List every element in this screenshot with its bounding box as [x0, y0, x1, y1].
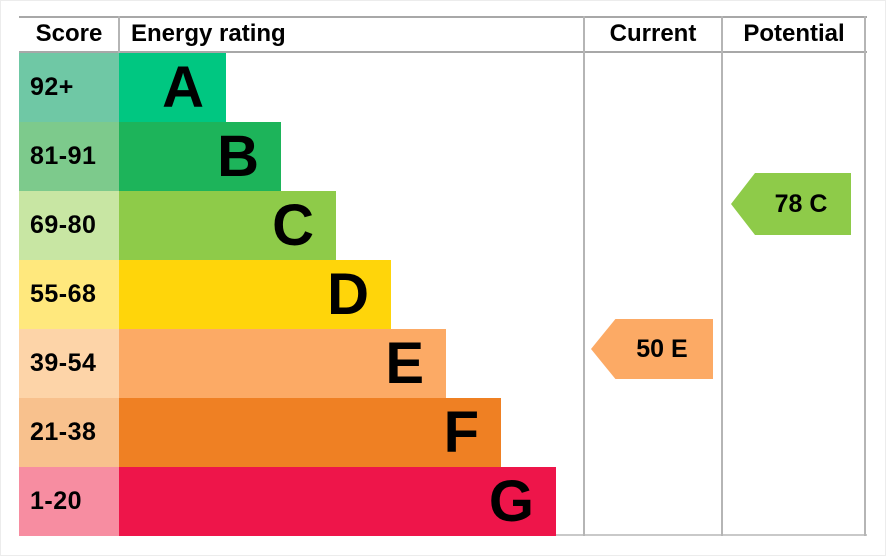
band-score-range-a: 92+	[19, 53, 119, 122]
band-bar-b: B	[119, 122, 281, 191]
band-score-range-c: 69-80	[19, 191, 119, 260]
epc-band-row-e: 39-54 E	[19, 329, 867, 398]
column-header-potential: Potential	[743, 19, 845, 47]
table-top-border	[19, 16, 867, 18]
column-header-energy-rating: Energy rating	[131, 19, 286, 47]
epc-band-row-a: 92+ A	[19, 53, 867, 122]
epc-band-row-f: 21-38 F	[19, 398, 867, 467]
band-bar-d: D	[119, 260, 391, 329]
band-bar-c: C	[119, 191, 336, 260]
current-rating-arrow: 50 E	[591, 319, 713, 379]
band-bar-a: A	[119, 53, 226, 122]
band-bar-f: F	[119, 398, 501, 467]
epc-band-row-g: 1-20 G	[19, 467, 867, 536]
column-header-current: Current	[609, 19, 697, 47]
band-score-range-g: 1-20	[19, 467, 119, 536]
header-bottom-border	[19, 51, 867, 53]
epc-band-row-d: 55-68 D	[19, 260, 867, 329]
divider-score-column	[118, 16, 120, 53]
table-right-border	[864, 16, 866, 536]
energy-band-rows: 92+ A 81-91 B 69-80 C 55-68 D 39-54 E 21-38 F 1-20 G	[19, 53, 867, 536]
band-score-range-f: 21-38	[19, 398, 119, 467]
divider-potential-column	[721, 16, 723, 536]
epc-band-row-b: 81-91 B	[19, 122, 867, 191]
band-score-range-d: 55-68	[19, 260, 119, 329]
band-score-range-e: 39-54	[19, 329, 119, 398]
potential-rating-arrow: 78 C	[731, 173, 851, 235]
band-bar-g: G	[119, 467, 556, 536]
band-score-range-b: 81-91	[19, 122, 119, 191]
divider-current-column	[583, 16, 585, 536]
band-bar-e: E	[119, 329, 446, 398]
column-header-score: Score	[35, 19, 103, 47]
epc-band-row-c: 69-80 C	[19, 191, 867, 260]
